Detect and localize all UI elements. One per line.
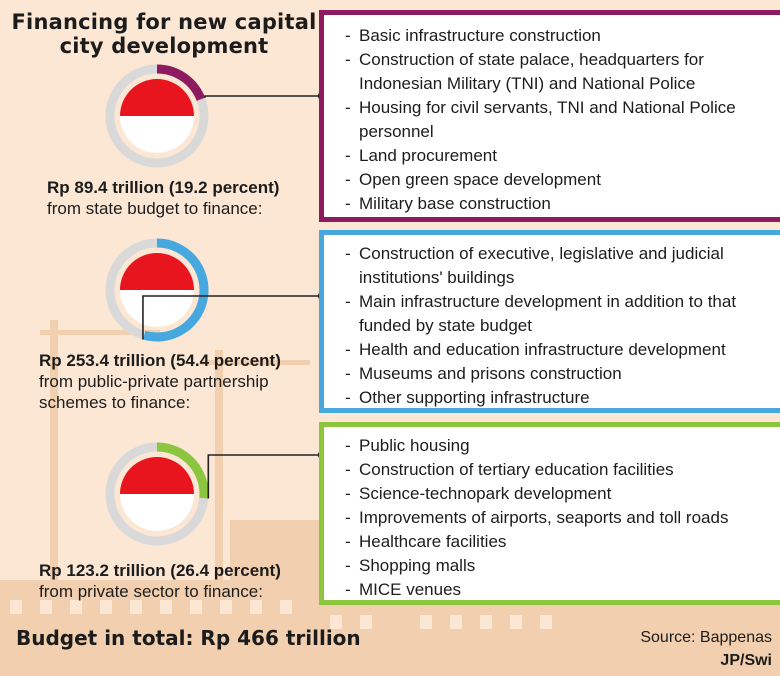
flag-white-state — [120, 116, 194, 153]
flag-white-private — [120, 494, 194, 531]
amount-ppp: Rp 253.4 trillion (54.4 percent) — [39, 351, 281, 370]
list-item: Open green space development — [324, 168, 780, 192]
list-item: Construction of executive, legislative a… — [324, 242, 780, 290]
label-state: from state budget to finance: — [47, 199, 263, 218]
list-item: Other supporting infrastructure — [324, 386, 780, 410]
amount-private: Rp 123.2 trillion (26.4 percent) — [39, 561, 281, 580]
list-item: Basic infrastructure construction — [324, 24, 780, 48]
list-item: Construction of state palace, headquarte… — [324, 48, 780, 96]
list-item: Shopping malls — [324, 554, 780, 578]
leader-line-ppp — [142, 295, 322, 340]
amount-state: Rp 89.4 trillion (19.2 percent) — [47, 178, 280, 197]
caption-state: Rp 89.4 trillion (19.2 percent) from sta… — [47, 177, 279, 219]
list-item: Museums and prisons construction — [324, 362, 780, 386]
budget-total: Budget in total: Rp 466 trillion — [16, 626, 361, 650]
list-item: Health and education infrastructure deve… — [324, 338, 780, 362]
source-note: Source: Bappenas JP/Swi — [640, 626, 772, 672]
leader-line-private — [207, 454, 322, 499]
list-item: Land procurement — [324, 144, 780, 168]
state-budget-list: Basic infrastructure construction Constr… — [319, 10, 780, 222]
list-item: Public housing — [324, 434, 780, 458]
list-item: Housing for civil servants, TNI and Nati… — [324, 96, 780, 144]
chart-title: Financing for new capital city developme… — [11, 10, 317, 58]
list-item: Healthcare facilities — [324, 530, 780, 554]
leader-line-state — [204, 95, 322, 98]
list-item: Improvements of airports, seaports and t… — [324, 506, 780, 530]
list-item: Construction of tertiary education facil… — [324, 458, 780, 482]
flag-red-ppp — [120, 253, 194, 290]
list-item: Science-technopark development — [324, 482, 780, 506]
pie-slice-private — [156, 442, 209, 499]
flag-red-state — [120, 79, 194, 116]
flag-red-private — [120, 457, 194, 494]
flag-white-ppp — [120, 290, 194, 327]
credit-label: JP/Swi — [720, 652, 772, 669]
list-item: MICE venues — [324, 578, 780, 602]
caption-private: Rp 123.2 trillion (26.4 percent) from pr… — [39, 560, 281, 602]
source-label: Source: Bappenas — [640, 629, 772, 646]
caption-ppp: Rp 253.4 trillion (54.4 percent) from pu… — [39, 350, 309, 413]
ppp-list: Construction of executive, legislative a… — [319, 230, 780, 413]
label-private: from private sector to finance: — [39, 582, 263, 601]
list-item: Military base construction — [324, 192, 780, 216]
list-item: Main infrastructure development in addit… — [324, 290, 780, 338]
pie-slice-state — [156, 64, 206, 102]
label-ppp: from public-private partnership schemes … — [39, 372, 269, 412]
private-sector-list: Public housing Construction of tertiary … — [319, 422, 780, 605]
